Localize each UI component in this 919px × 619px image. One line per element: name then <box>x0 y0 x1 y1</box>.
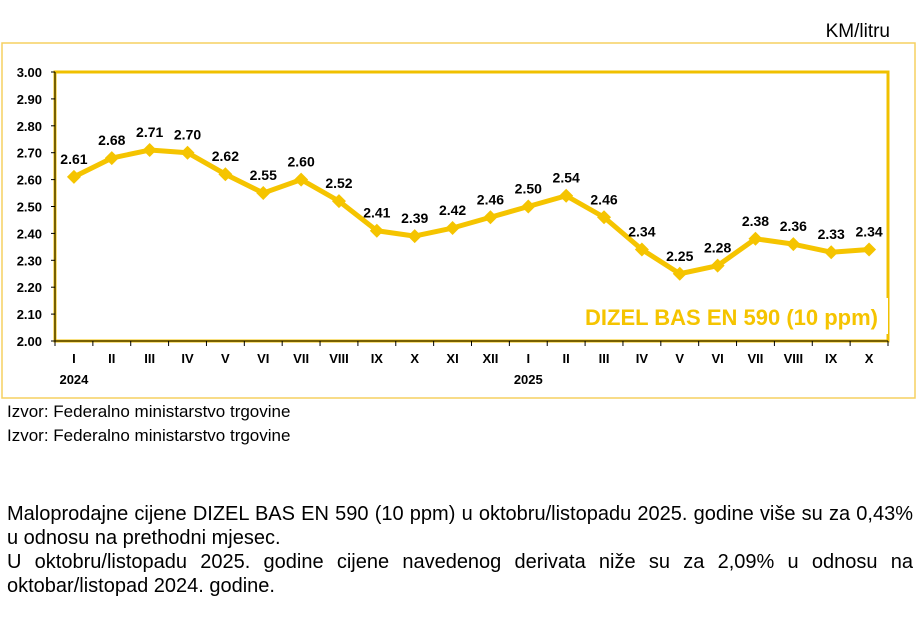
x-tick-label: I <box>72 351 76 366</box>
data-label: 2.33 <box>818 226 845 242</box>
data-label: 2.61 <box>60 151 87 167</box>
data-point-marker <box>445 221 460 236</box>
description-paragraph: U oktobru/listopadu 2025. godine cijene … <box>7 551 913 597</box>
data-point-marker <box>483 210 498 225</box>
data-label: 2.60 <box>287 154 314 170</box>
data-point-marker <box>710 258 725 273</box>
x-tick-label: III <box>599 351 610 366</box>
source-note: Izvor: Federalno ministarstvo trgovine <box>7 402 291 421</box>
data-point-marker <box>521 199 536 214</box>
diesel-price-chart: 3.00 2.90 2.80 2.70 2.60 2.50 2.40 2.30 2.20 2.10… <box>1 42 916 399</box>
data-label: 2.36 <box>780 218 807 234</box>
series-line <box>72 147 870 277</box>
data-label: 2.39 <box>401 210 428 226</box>
y-tick-label: 2.90 <box>17 92 42 107</box>
y-tick-label: 2.70 <box>17 146 42 161</box>
chart-title-background <box>548 298 888 334</box>
data-label: 2.50 <box>515 181 542 197</box>
data-label: 2.70 <box>174 127 201 143</box>
x-tick-label: IV <box>181 351 194 366</box>
x-tick-label: II <box>108 351 115 366</box>
x-tick-label: V <box>675 351 684 366</box>
data-point-marker <box>218 167 233 182</box>
data-label: 2.55 <box>250 167 277 183</box>
description-paragraph: Maloprodajne cijene DIZEL BAS EN 590 (10… <box>7 503 913 549</box>
data-point-marker <box>369 223 384 238</box>
data-point-marker <box>748 231 763 246</box>
data-point-marker <box>597 210 612 225</box>
data-label: 2.38 <box>742 213 769 229</box>
data-point-marker <box>256 186 271 201</box>
y-tick-label: 2.80 <box>17 119 42 134</box>
y-tick-label: 2.00 <box>17 334 42 349</box>
x-tick-label: VI <box>257 351 269 366</box>
description: Maloprodajne cijene DIZEL BAS EN 590 (10… <box>7 502 913 598</box>
x-tick-label: VI <box>711 351 723 366</box>
x-tick-label: I <box>526 351 530 366</box>
data-label: 2.62 <box>212 148 239 164</box>
data-label: 2.41 <box>363 205 390 221</box>
data-point-marker <box>180 145 195 160</box>
x-tick-label: IX <box>371 351 384 366</box>
y-tick-label: 2.20 <box>17 280 42 295</box>
data-label: 2.68 <box>98 132 125 148</box>
x-tick-label: X <box>410 351 419 366</box>
unit-label: KM/litru <box>825 21 890 42</box>
x-tick-label: IX <box>825 351 838 366</box>
data-point-marker <box>786 237 801 252</box>
x-tick-label: III <box>144 351 155 366</box>
x-year-label: 2025 <box>514 372 543 387</box>
data-label: 2.46 <box>477 191 504 207</box>
chart-outer-frame <box>1 42 916 399</box>
data-label: 2.28 <box>704 240 731 256</box>
data-point-marker <box>672 266 687 281</box>
data-label: 2.46 <box>590 191 617 207</box>
data-label: 2.34 <box>628 224 655 240</box>
x-tick-label: VIII <box>329 351 349 366</box>
y-tick-label: 2.50 <box>17 200 42 215</box>
x-tick-label: VII <box>748 351 764 366</box>
data-label: 2.52 <box>325 175 352 191</box>
x-tick-label: V <box>221 351 230 366</box>
y-tick-label: 3.00 <box>17 65 42 80</box>
data-point-marker <box>824 245 839 260</box>
data-point-marker <box>66 169 81 184</box>
data-point-marker <box>142 143 157 158</box>
data-point-marker <box>294 172 309 187</box>
data-label: 2.71 <box>136 124 163 140</box>
data-point-marker <box>104 151 119 166</box>
x-tick-label: VIII <box>784 351 804 366</box>
x-tick-label: IV <box>636 351 649 366</box>
data-label: 2.54 <box>553 170 580 186</box>
data-point-marker <box>862 242 877 257</box>
data-label: 2.34 <box>855 224 882 240</box>
y-tick-label: 2.60 <box>17 173 42 188</box>
y-tick-label: 2.30 <box>17 253 42 268</box>
data-label: 2.42 <box>439 202 466 218</box>
data-point-marker <box>559 188 574 203</box>
y-tick-label: 2.40 <box>17 226 42 241</box>
data-point-marker <box>634 242 649 257</box>
data-point-marker <box>331 194 346 209</box>
x-tick-label: X <box>865 351 874 366</box>
x-tick-label: XI <box>446 351 458 366</box>
source-note: Izvor: Federalno ministarstvo trgovine <box>7 426 291 445</box>
chart-title: DIZEL BAS EN 590 (10 ppm) <box>585 305 878 330</box>
x-year-label: 2024 <box>59 372 89 387</box>
data-point-marker <box>407 229 422 244</box>
data-label: 2.25 <box>666 248 693 264</box>
x-tick-label: II <box>563 351 570 366</box>
y-tick-label: 2.10 <box>17 307 42 322</box>
x-tick-label: XII <box>482 351 498 366</box>
x-tick-label: VII <box>293 351 309 366</box>
